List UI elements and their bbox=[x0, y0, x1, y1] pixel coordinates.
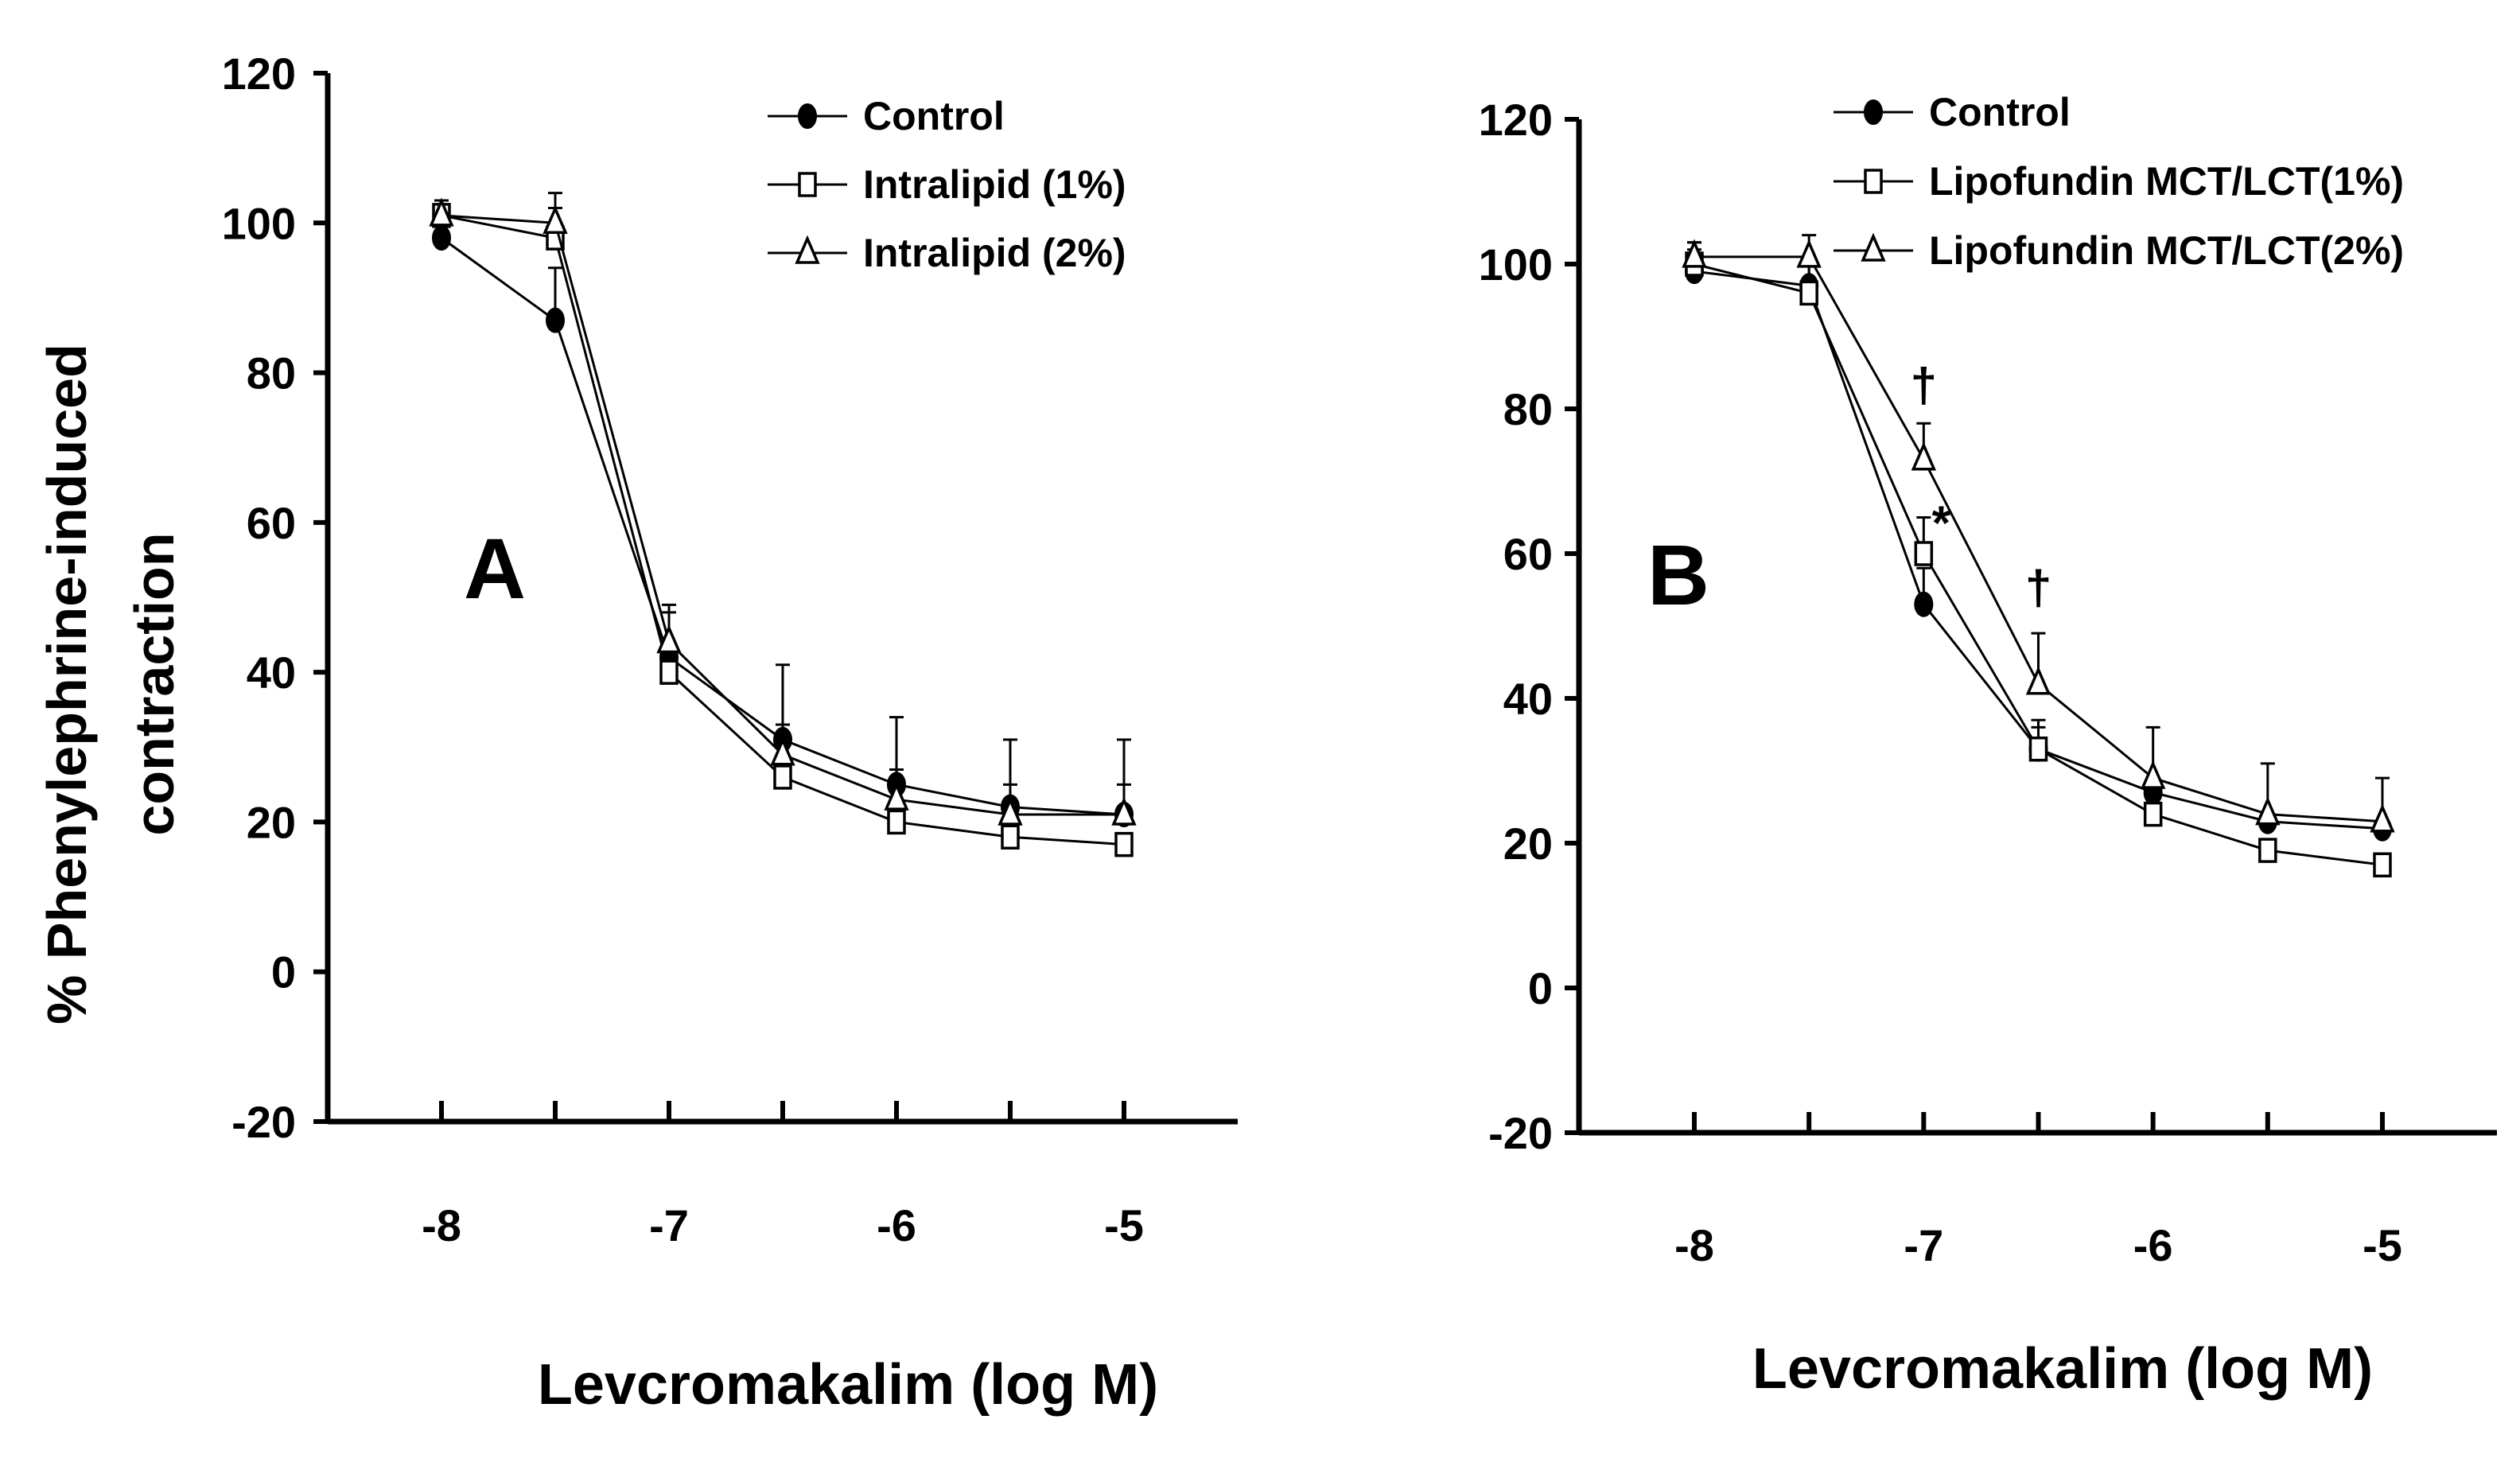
data-point bbox=[773, 764, 792, 790]
series-3 bbox=[429, 192, 1137, 826]
x-tick-label: -7 bbox=[649, 1200, 689, 1250]
legend-item: Intralipid (2%) bbox=[768, 231, 1126, 275]
legend: Control Lipofundin MCT/LCT(1%) Lipofundin … bbox=[1834, 90, 2404, 273]
legend-item: Intralipid (1%) bbox=[768, 162, 1126, 207]
y-tick-label: 80 bbox=[247, 348, 296, 399]
significance-marker: * bbox=[1932, 496, 1951, 550]
panel-letter: B bbox=[1647, 527, 1709, 623]
y-tick-label: 0 bbox=[1528, 963, 1553, 1013]
data-point bbox=[884, 781, 909, 811]
data-point bbox=[1111, 796, 1137, 826]
x-tick-label: -6 bbox=[2133, 1220, 2173, 1270]
data-point bbox=[2373, 852, 2392, 878]
legend-label: Lipofundin MCT/LCT(2%) bbox=[1929, 228, 2404, 273]
y-tick-label: 40 bbox=[247, 647, 296, 698]
y-tick-label: 120 bbox=[1479, 95, 1553, 145]
legend-label: Lipofundin MCT/LCT(1%) bbox=[1929, 159, 2404, 204]
y-tick-label: 100 bbox=[222, 198, 296, 248]
data-point bbox=[1001, 824, 1020, 850]
y-tick-label: 60 bbox=[247, 498, 296, 548]
y-axis-title-line-1: % Phenylephrine-induced bbox=[36, 344, 98, 1025]
axes: -20 0 20 40 60 80 100 120 -8 -7 -6 -5 bbox=[1479, 95, 2497, 1270]
x-tick-label: -5 bbox=[1104, 1200, 1144, 1250]
y-tick-label: 40 bbox=[1503, 674, 1553, 724]
x-axis-title: Levcromakalim (log M) bbox=[1752, 1337, 2373, 1401]
data-point bbox=[1682, 239, 1707, 268]
significance-marker: † bbox=[2025, 562, 2051, 615]
data-point bbox=[770, 737, 795, 766]
series-2 bbox=[1685, 241, 2392, 878]
data-point bbox=[1911, 441, 1936, 471]
data-point bbox=[2028, 736, 2048, 762]
y-tick-label: 20 bbox=[247, 797, 296, 847]
y-tick-label: 20 bbox=[1503, 818, 1553, 869]
legend-label: Intralipid (1%) bbox=[863, 162, 1126, 207]
data-point bbox=[2025, 666, 2051, 695]
y-tick-label: -20 bbox=[231, 1097, 296, 1147]
data-point bbox=[542, 204, 568, 235]
data-point bbox=[998, 796, 1023, 826]
data-point bbox=[2141, 760, 2166, 789]
legend-item: Control bbox=[1834, 90, 2071, 134]
y-tick-label: 100 bbox=[1479, 239, 1553, 290]
series-3 bbox=[1682, 234, 2395, 833]
legend-label: Intralipid (2%) bbox=[863, 231, 1126, 275]
legend-marker bbox=[1861, 232, 1886, 262]
x-tick-label: -7 bbox=[1904, 1220, 1943, 1270]
y-tick-label: 60 bbox=[1503, 529, 1553, 579]
chart-panel-b: -20 0 20 40 60 80 100 120 -8 -7 -6 -5 Levcromakalim … bbox=[1479, 90, 2497, 1401]
data-point bbox=[432, 225, 451, 251]
data-point bbox=[2370, 803, 2395, 833]
data-point bbox=[2258, 838, 2277, 863]
data-point bbox=[656, 624, 682, 654]
data-point bbox=[546, 307, 565, 333]
data-point bbox=[887, 809, 906, 835]
y-axis-title: % Phenylephrine-induced contraction bbox=[36, 344, 185, 1025]
legend-label: Control bbox=[863, 94, 1005, 138]
x-tick-label: -5 bbox=[2362, 1220, 2402, 1270]
y-tick-label: -20 bbox=[1488, 1108, 1553, 1158]
data-point bbox=[2255, 796, 2281, 826]
data-point bbox=[1799, 280, 1818, 306]
data-point bbox=[659, 659, 679, 685]
axes: -20 0 20 40 60 80 100 120 -8 -7 -6 -5 bbox=[222, 49, 1238, 1250]
legend-marker bbox=[795, 235, 820, 264]
x-axis-title: Levcromakalim (log M) bbox=[538, 1353, 1158, 1417]
legend-marker bbox=[798, 103, 817, 129]
data-point bbox=[2143, 801, 2163, 827]
significance-marker: † bbox=[1911, 359, 1937, 412]
data-point bbox=[429, 197, 454, 227]
legend-item: Control bbox=[768, 94, 1005, 138]
x-tick-label: -6 bbox=[877, 1200, 916, 1250]
legend: Control Intralipid (1%) Intralipid (2%) bbox=[768, 94, 1126, 275]
legend-item: Lipofundin MCT/LCT(2%) bbox=[1834, 228, 2404, 273]
data-point bbox=[1914, 591, 1934, 617]
x-tick-label: -8 bbox=[1674, 1220, 1714, 1270]
legend-marker bbox=[1864, 169, 1883, 194]
data-point bbox=[1796, 239, 1822, 268]
x-tick-label: -8 bbox=[422, 1200, 461, 1250]
legend-marker bbox=[798, 172, 817, 197]
y-tick-label: 80 bbox=[1503, 384, 1553, 434]
chart-panel-a: -20 0 20 40 60 80 100 120 -8 -7 -6 -5 Levcromakalim … bbox=[222, 49, 1238, 1417]
panel-letter: A bbox=[464, 520, 526, 616]
y-tick-label: 0 bbox=[271, 947, 296, 997]
legend-item: Lipofundin MCT/LCT(1%) bbox=[1834, 159, 2404, 204]
legend-label: Control bbox=[1929, 90, 2071, 134]
data-point bbox=[1914, 541, 1934, 566]
legend-marker bbox=[1864, 99, 1883, 125]
y-axis-title-line-2: contraction bbox=[123, 532, 185, 835]
data-point bbox=[1114, 831, 1134, 857]
y-tick-label: 120 bbox=[222, 49, 296, 99]
